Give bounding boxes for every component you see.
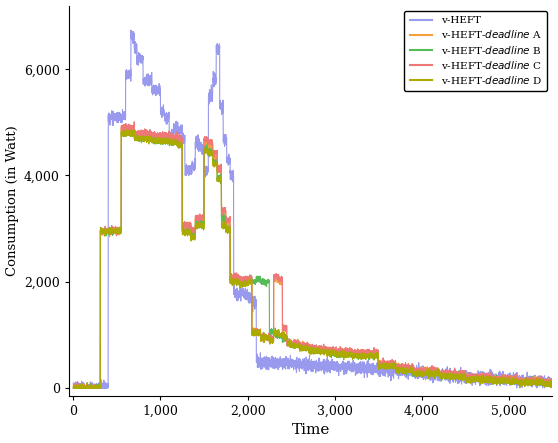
v-HEFT-$\it{deadline}$ B [341, 350, 348, 355]
v-HEFT-$\it{deadline}$ B [141, 135, 148, 140]
v-HEFT-$\it{deadline}$ A [119, 123, 126, 128]
v-HEFT-$\it{deadline}$ A [549, 380, 556, 385]
v-HEFT-$\it{deadline}$ A [70, 382, 76, 388]
Line: v-HEFT-$\it{deadline}$ D: v-HEFT-$\it{deadline}$ D [73, 129, 552, 388]
v-HEFT-$\it{deadline}$ A [242, 278, 249, 283]
v-HEFT [70, 385, 77, 391]
v-HEFT [549, 381, 556, 386]
v-HEFT [385, 373, 392, 378]
Line: v-HEFT-$\it{deadline}$ C: v-HEFT-$\it{deadline}$ C [73, 122, 552, 388]
X-axis label: Time: Time [291, 424, 330, 437]
v-HEFT-$\it{deadline}$ A [141, 132, 148, 137]
v-HEFT-$\it{deadline}$ D [242, 284, 249, 289]
Line: v-HEFT-$\it{deadline}$ A: v-HEFT-$\it{deadline}$ A [73, 125, 552, 388]
v-HEFT-$\it{deadline}$ C [131, 119, 137, 124]
v-HEFT [341, 367, 348, 372]
v-HEFT-$\it{deadline}$ D [385, 363, 392, 369]
v-HEFT-$\it{deadline}$ B [130, 126, 137, 131]
v-HEFT-$\it{deadline}$ D [549, 381, 556, 386]
v-HEFT-$\it{deadline}$ B [70, 385, 76, 391]
v-HEFT-$\it{deadline}$ A [385, 365, 392, 370]
v-HEFT-$\it{deadline}$ C [242, 277, 249, 283]
v-HEFT-$\it{deadline}$ A [296, 343, 303, 348]
v-HEFT [242, 292, 249, 297]
v-HEFT-$\it{deadline}$ C [385, 361, 392, 367]
v-HEFT-$\it{deadline}$ B [296, 340, 303, 346]
Legend: v-HEFT, v-HEFT-$\it{deadline}$ A, v-HEFT-$\it{deadline}$ B, v-HEFT-$\it{deadline: v-HEFT, v-HEFT-$\it{deadline}$ A, v-HEFT… [405, 11, 547, 91]
Line: v-HEFT: v-HEFT [73, 30, 552, 388]
v-HEFT-$\it{deadline}$ B [549, 382, 556, 388]
v-HEFT-$\it{deadline}$ C [141, 129, 148, 135]
Y-axis label: Consumption (in Watt): Consumption (in Watt) [6, 125, 18, 276]
v-HEFT-$\it{deadline}$ A [538, 381, 545, 386]
v-HEFT [141, 75, 148, 80]
v-HEFT-$\it{deadline}$ A [70, 385, 77, 391]
v-HEFT-$\it{deadline}$ D [141, 134, 148, 139]
v-HEFT-$\it{deadline}$ C [538, 376, 545, 381]
v-HEFT-$\it{deadline}$ D [70, 385, 76, 391]
v-HEFT-$\it{deadline}$ B [242, 277, 249, 282]
v-HEFT [70, 380, 76, 385]
Line: v-HEFT-$\it{deadline}$ B: v-HEFT-$\it{deadline}$ B [73, 128, 552, 388]
v-HEFT-$\it{deadline}$ C [70, 385, 76, 390]
v-HEFT [296, 361, 303, 366]
v-HEFT-$\it{deadline}$ C [341, 348, 348, 353]
v-HEFT [538, 376, 545, 381]
v-HEFT-$\it{deadline}$ C [549, 380, 556, 385]
v-HEFT-$\it{deadline}$ D [538, 381, 545, 387]
v-HEFT-$\it{deadline}$ A [341, 351, 348, 357]
v-HEFT-$\it{deadline}$ C [70, 385, 77, 391]
v-HEFT-$\it{deadline}$ D [124, 127, 131, 132]
v-HEFT-$\it{deadline}$ D [296, 343, 303, 349]
v-HEFT [128, 27, 134, 33]
v-HEFT-$\it{deadline}$ B [538, 376, 545, 381]
v-HEFT-$\it{deadline}$ C [296, 343, 303, 349]
v-HEFT-$\it{deadline}$ D [341, 354, 348, 359]
v-HEFT-$\it{deadline}$ B [385, 363, 392, 368]
